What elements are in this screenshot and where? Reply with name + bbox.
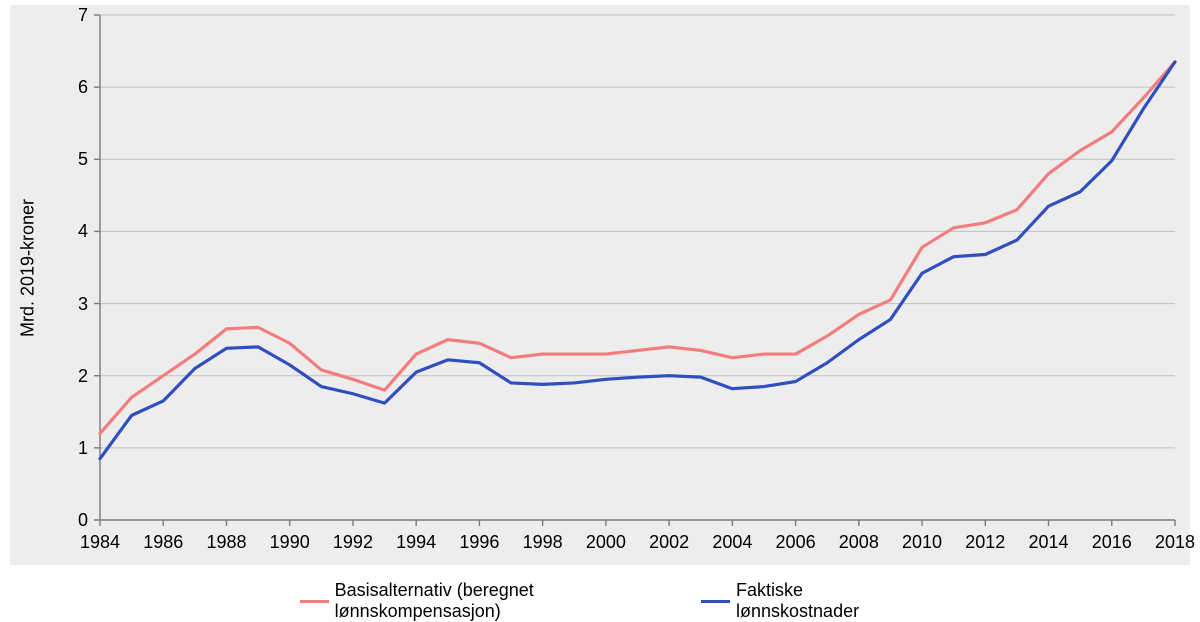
- y-tick-label: 6: [78, 77, 88, 98]
- x-tick-label: 2008: [837, 532, 881, 553]
- x-tick-label: 1998: [521, 532, 565, 553]
- x-tick-label: 1984: [78, 532, 122, 553]
- x-tick-label: 2016: [1090, 532, 1134, 553]
- legend-swatch: [701, 600, 730, 603]
- y-tick-label: 5: [78, 149, 88, 170]
- x-tick-label: 1994: [394, 532, 438, 553]
- y-tick-label: 0: [78, 510, 88, 531]
- y-tick-label: 7: [78, 5, 88, 26]
- x-tick-label: 2014: [1027, 532, 1071, 553]
- x-tick-label: 2000: [584, 532, 628, 553]
- plot-area: [0, 0, 1200, 612]
- x-tick-label: 2010: [900, 532, 944, 553]
- y-tick-label: 1: [78, 438, 88, 459]
- x-tick-label: 1986: [141, 532, 185, 553]
- legend-item-basis: Basisalternativ (beregnet lønnskompensas…: [300, 580, 646, 622]
- legend-label: Basisalternativ (beregnet lønnskompensas…: [335, 580, 647, 622]
- y-axis-label: Mrd. 2019-kroner: [18, 198, 39, 336]
- x-tick-label: 2012: [963, 532, 1007, 553]
- x-tick-label: 2004: [710, 532, 754, 553]
- legend-item-faktiske: Faktiske lønnskostnader: [701, 580, 900, 622]
- x-tick-label: 1988: [204, 532, 248, 553]
- legend: Basisalternativ (beregnet lønnskompensas…: [300, 580, 900, 622]
- y-tick-label: 3: [78, 294, 88, 315]
- legend-swatch: [300, 600, 329, 603]
- x-tick-label: 2018: [1153, 532, 1197, 553]
- y-tick-label: 4: [78, 221, 88, 242]
- x-tick-label: 1992: [331, 532, 375, 553]
- chart-container: Mrd. 2019-kroner 0 1 2 3 4 5 6 7 1984 1986 1988 19…: [0, 0, 1200, 612]
- legend-label: Faktiske lønnskostnader: [736, 580, 900, 622]
- x-tick-label: 1990: [268, 532, 312, 553]
- y-tick-label: 2: [78, 366, 88, 387]
- x-tick-label: 2002: [647, 532, 691, 553]
- x-tick-label: 1996: [457, 532, 501, 553]
- line-chart-svg: [0, 0, 1200, 612]
- x-tick-label: 2006: [774, 532, 818, 553]
